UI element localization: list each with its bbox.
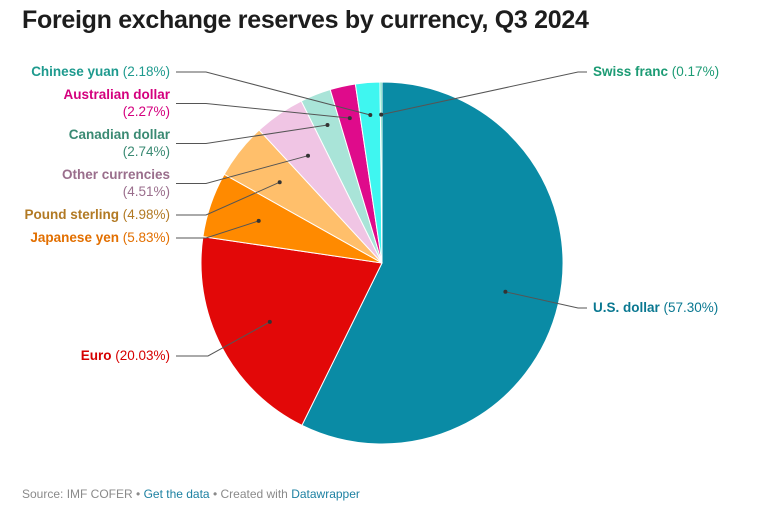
chart-title: Foreign exchange reserves by currency, Q… bbox=[22, 6, 589, 34]
slice-label-value: (4.51%) bbox=[123, 184, 170, 199]
leader-line bbox=[381, 71, 587, 116]
datawrapper-link[interactable]: Datawrapper bbox=[291, 487, 360, 501]
leader-dot bbox=[325, 123, 330, 127]
slice-label: Euro (20.03%) bbox=[81, 348, 170, 363]
pie-slice-euro[interactable] bbox=[200, 236, 383, 426]
leader-dot bbox=[306, 153, 310, 158]
leader-dot bbox=[256, 218, 261, 223]
leader-dot bbox=[503, 289, 508, 294]
slice-label-name: Australian dollar bbox=[63, 87, 170, 102]
leader-dot bbox=[267, 319, 272, 324]
leader-line bbox=[176, 321, 271, 357]
leader-line bbox=[176, 103, 350, 119]
leader-line bbox=[176, 220, 259, 239]
pie-chart: U.S. dollar (57.30%) Euro (20.03%) Japanes… bbox=[24, 64, 719, 445]
slice-label-value: (2.27%) bbox=[123, 104, 170, 119]
pie-slice-swiss-franc[interactable] bbox=[379, 81, 383, 264]
pie-slice-u-s-dollar[interactable] bbox=[301, 81, 564, 445]
leader-line bbox=[176, 71, 371, 116]
slice-label: Swiss franc (0.17%) bbox=[593, 64, 719, 79]
slice-label: U.S. dollar (57.30%) bbox=[593, 300, 718, 315]
leader-line bbox=[176, 155, 309, 184]
leader-dot bbox=[379, 112, 384, 117]
leader-dot bbox=[277, 180, 282, 185]
leader-dot bbox=[347, 116, 352, 121]
slice-label: Japanese yen (5.83%) bbox=[30, 230, 170, 245]
leader-line bbox=[505, 291, 587, 309]
slice-label: Chinese yuan (2.18%) bbox=[31, 64, 170, 79]
slice-label: Pound sterling (4.98%) bbox=[24, 207, 170, 222]
leader-line bbox=[176, 124, 328, 144]
slice-label-value: (2.74%) bbox=[123, 144, 170, 159]
get-data-link[interactable]: Get the data bbox=[143, 487, 210, 501]
slice-label-name: Canadian dollar bbox=[69, 127, 171, 142]
slice-label-name: Other currencies bbox=[62, 167, 170, 182]
source-text: Source: IMF COFER bbox=[22, 487, 133, 501]
leader-dot bbox=[368, 113, 373, 117]
chart-footer: Source: IMF COFER • Get the data • Creat… bbox=[22, 487, 360, 501]
leader-line bbox=[176, 181, 280, 216]
